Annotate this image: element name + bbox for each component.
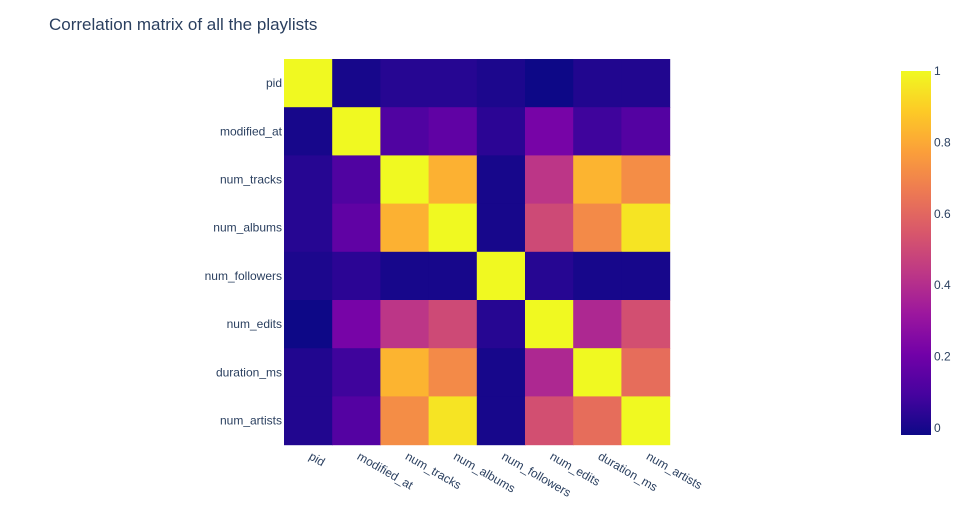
heatmap-cell-duration_ms-modified_at [332,348,381,397]
x-axis-ticks: pid modified_atnum_tracksnum_albumsnum_fo… [307,449,705,500]
heatmap-cell-num_followers-num_albums [428,251,478,301]
heatmap-cell-num_edits-duration_ms [573,300,622,349]
heatmap-cell-duration_ms-num_followers [476,348,526,397]
heatmap-cell-pid-num_tracks [380,59,430,108]
heatmap-cell-num_edits-num_edits [525,300,574,349]
heatmap-cell-modified_at-num_edits [525,107,574,156]
heatmap-cell-num_albums-num_edits [525,203,574,253]
colorbar-tick-label: 0 [934,421,941,435]
y-tick-label: num_albums [213,221,282,235]
heatmap-cell-num_tracks-modified_at [332,155,381,205]
heatmap-cell-modified_at-pid [284,107,333,156]
heatmap-cell-num_tracks-num_albums [428,155,478,205]
heatmap-cell-num_artists-num_edits [525,396,574,446]
colorbar-tick-label: 0.4 [934,278,951,292]
x-tick-label: pid [307,449,328,469]
heatmap-cell-num_followers-num_artists [621,251,671,301]
heatmap-cell-num_followers-pid [284,251,333,301]
heatmap-cell-num_edits-pid [284,300,333,349]
colorbar-tick-label: 1 [934,64,941,78]
heatmap-cell-modified_at-modified_at [332,107,381,156]
heatmap-cell-num_followers-num_followers [476,251,526,301]
heatmap-cell-num_artists-num_artists [621,396,671,446]
heatmap-cell-num_artists-modified_at [332,396,381,446]
heatmap-cell-num_tracks-num_edits [525,155,574,205]
y-tick-label: modified_at [220,124,283,138]
colorbar-tick-label: 0.6 [934,207,951,221]
heatmap-cell-num_albums-pid [284,203,333,253]
heatmap-cell-num_albums-num_tracks [380,203,430,253]
heatmap-cell-pid-duration_ms [573,59,622,108]
heatmap-cell-modified_at-num_artists [621,107,671,156]
heatmap-cell-num_albums-num_albums [428,203,478,253]
heatmap-cell-modified_at-num_albums [428,107,478,156]
heatmap-cell-num_edits-num_artists [621,300,671,349]
heatmap-cell-duration_ms-duration_ms [573,348,622,397]
heatmap-cell-num_artists-num_albums [428,396,478,446]
heatmap-cell-num_albums-modified_at [332,203,381,253]
heatmap-cell-duration_ms-num_edits [525,348,574,397]
heatmap-cell-pid-num_artists [621,59,671,108]
heatmap-cell-num_edits-num_followers [476,300,526,349]
heatmap-cell-num_albums-num_followers [476,203,526,253]
heatmap-cell-num_tracks-pid [284,155,333,205]
heatmap-cell-num_tracks-duration_ms [573,155,622,205]
heatmap-cell-num_artists-duration_ms [573,396,622,446]
heatmap-cell-num_tracks-num_followers [476,155,526,205]
heatmap-cell-num_followers-num_tracks [380,251,430,301]
heatmap-cell-num_followers-duration_ms [573,251,622,301]
colorbar: 0 0.2 0.4 0.6 0.8 1 [901,64,951,435]
heatmap-cell-num_edits-num_tracks [380,300,430,349]
colorbar-tick-label: 0.8 [934,135,951,149]
heatmap-cell-modified_at-num_followers [476,107,526,156]
y-tick-label: pid [266,76,282,90]
heatmap-cell-num_tracks-num_tracks [380,155,430,205]
heatmap-cell-modified_at-duration_ms [573,107,622,156]
y-tick-label: num_tracks [220,173,282,187]
colorbar-tick-label: 0.2 [934,349,951,363]
heatmap-cell-num_followers-num_edits [525,251,574,301]
y-tick-label: num_followers [205,269,282,283]
y-axis-ticks: pid modified_at num_tracks num_albums num_fo… [205,76,283,427]
heatmap-cell-num_edits-modified_at [332,300,381,349]
heatmap-cell-pid-modified_at [332,59,381,108]
heatmap-cell-num_albums-duration_ms [573,203,622,253]
heatmap-cell-num_artists-num_tracks [380,396,430,446]
heatmap-cell-duration_ms-pid [284,348,333,397]
y-tick-label: num_artists [220,414,282,428]
y-tick-label: duration_ms [216,365,282,379]
heatmap-cell-duration_ms-num_albums [428,348,478,397]
heatmap-cell-num_followers-modified_at [332,251,381,301]
heatmap-cell-pid-num_edits [525,59,574,108]
y-tick-label: num_edits [227,317,282,331]
heatmap-cell-num_edits-num_albums [428,300,478,349]
heatmap-cell-pid-num_followers [476,59,526,108]
heatmap-cell-pid-num_albums [428,59,478,108]
heatmap-cell-num_artists-pid [284,396,333,446]
heatmap-cell-modified_at-num_tracks [380,107,430,156]
heatmap-cell-pid-pid [284,59,333,108]
heatmap-cell-duration_ms-num_artists [621,348,671,397]
heatmap-cell-num_artists-num_followers [476,396,526,446]
colorbar-gradient [901,71,931,435]
heatmap-cell-duration_ms-num_tracks [380,348,430,397]
heatmap-cell-num_tracks-num_artists [621,155,671,205]
heatmap-cells [284,59,671,446]
chart-title: Correlation matrix of all the playlists [49,15,317,34]
colorbar-ticks: 0 0.2 0.4 0.6 0.8 1 [934,64,951,435]
heatmap-cell-num_albums-num_artists [621,203,671,253]
